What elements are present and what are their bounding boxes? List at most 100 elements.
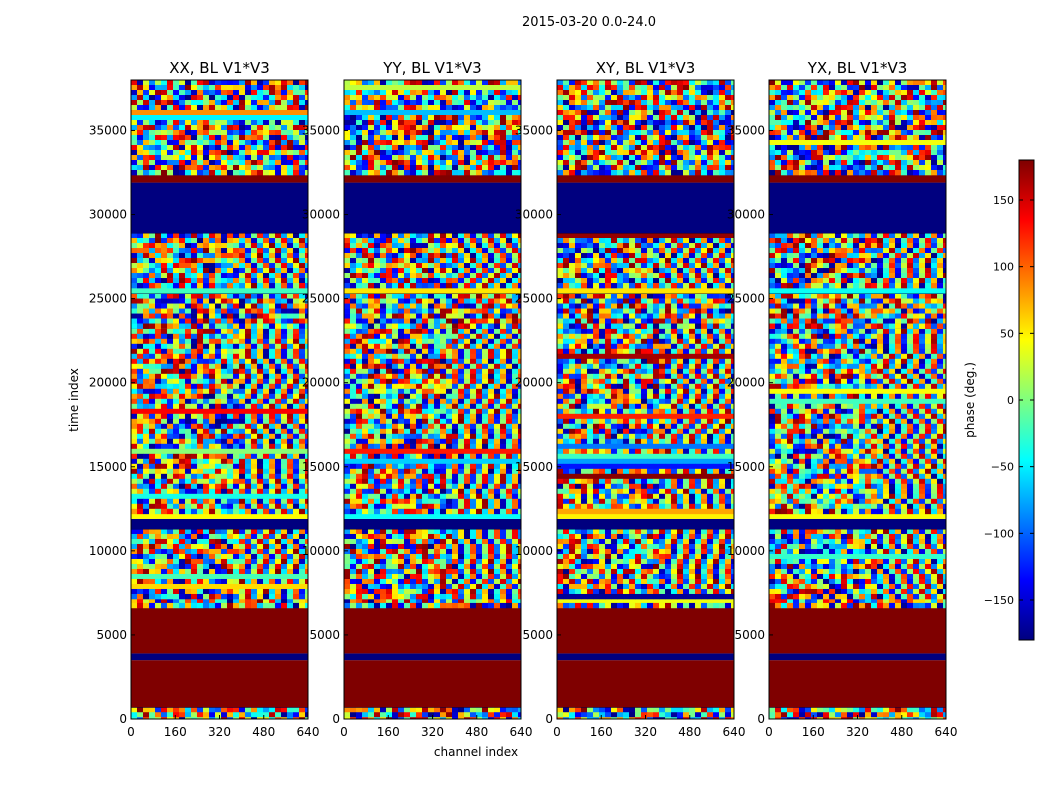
heatmap-cell <box>482 712 489 718</box>
heatmap-cell <box>374 493 381 500</box>
heatmap-cell <box>191 463 198 470</box>
heatmap-cell <box>137 343 144 350</box>
heatmap-cell <box>452 588 459 595</box>
heatmap-cell <box>239 453 246 460</box>
heatmap-cell <box>494 318 501 324</box>
heatmap-cell <box>512 578 519 585</box>
heatmap-cell <box>191 135 198 141</box>
heatmap-cell <box>404 438 411 445</box>
heatmap-cell <box>386 478 393 485</box>
heatmap-cell <box>221 443 228 450</box>
heatmap-cell <box>428 418 435 425</box>
heatmap-cell <box>464 408 471 415</box>
heatmap-cell <box>269 423 276 430</box>
heatmap-cell <box>293 558 300 565</box>
heatmap-cell <box>227 533 234 540</box>
heatmap-cell <box>161 588 168 595</box>
heatmap-cell <box>149 597 156 604</box>
heatmap-cell <box>392 553 399 560</box>
heatmap-cell <box>452 488 459 495</box>
heatmap-cell <box>221 268 228 274</box>
heatmap-cell <box>143 268 150 274</box>
heatmap-cell <box>269 318 276 324</box>
heatmap-cell <box>263 303 270 309</box>
heatmap-cell <box>434 488 441 495</box>
heatmap-cell <box>476 443 483 450</box>
heatmap-cell <box>386 343 393 350</box>
heatmap-cell <box>203 383 210 390</box>
heatmap-cell <box>416 238 423 244</box>
heatmap-cell <box>263 563 270 570</box>
heatmap-cell <box>305 602 308 609</box>
heatmap-cell <box>512 528 519 535</box>
heatmap-cell <box>512 423 519 430</box>
heatmap-cell <box>275 553 282 560</box>
heatmap-cell <box>263 145 270 151</box>
heatmap-cell <box>221 528 228 535</box>
heatmap-cell <box>422 478 429 485</box>
heatmap-cell <box>344 448 351 455</box>
heatmap-cell <box>299 145 306 151</box>
heatmap-cell <box>470 258 477 264</box>
heatmap-cell <box>149 443 156 450</box>
heatmap-cell <box>392 717 399 719</box>
heatmap-cell <box>410 418 417 425</box>
heatmap-cell <box>344 543 351 550</box>
heatmap-cell <box>422 712 429 718</box>
heatmap-cell <box>197 170 204 176</box>
heatmap-cell <box>287 503 294 510</box>
heatmap-cell <box>446 548 453 555</box>
heatmap-cell <box>494 573 501 580</box>
heatmap-cell <box>191 313 198 319</box>
heatmap-cell <box>458 558 465 565</box>
heatmap-cell <box>518 308 521 314</box>
heatmap-cell <box>203 170 210 176</box>
heatmap-cell <box>488 538 495 545</box>
heatmap-cell <box>488 243 495 249</box>
heatmap-cell <box>131 508 138 515</box>
heatmap-cell <box>356 453 363 460</box>
heatmap-cell <box>500 343 507 350</box>
heatmap-cell <box>161 318 168 324</box>
heatmap-cell <box>482 358 489 365</box>
heatmap-cell <box>362 458 369 465</box>
heatmap-cell <box>137 478 144 485</box>
heatmap-cell <box>422 323 429 329</box>
heatmap-cell <box>143 433 150 440</box>
heatmap-cell <box>173 563 180 570</box>
heatmap-cell <box>494 448 501 455</box>
heatmap-cell <box>416 343 423 350</box>
heatmap-cell <box>173 503 180 510</box>
heatmap-cell <box>203 443 210 450</box>
heatmap-cell <box>161 90 168 96</box>
heatmap-cell <box>374 443 381 450</box>
heatmap-cell <box>281 478 288 485</box>
heatmap-cell <box>410 403 417 410</box>
heatmap-cell <box>185 593 192 600</box>
heatmap-cell <box>305 140 308 146</box>
heatmap-cell <box>197 707 204 713</box>
heatmap-cell <box>488 363 495 370</box>
heatmap-cell <box>275 493 282 500</box>
heatmap-cell <box>386 563 393 570</box>
heatmap-cell <box>149 543 156 550</box>
heatmap-cell <box>287 528 294 535</box>
heatmap-cell <box>275 293 282 299</box>
heatmap-cell <box>440 428 447 435</box>
heatmap-cell <box>161 538 168 545</box>
heatmap-cell <box>416 253 423 259</box>
heatmap-cell <box>215 80 222 86</box>
heatmap-cell <box>143 125 150 131</box>
heatmap-cell <box>344 368 351 375</box>
heatmap-cell <box>251 448 258 455</box>
heatmap-cell <box>422 368 429 375</box>
heatmap-cell <box>131 408 138 415</box>
heatmap-cell <box>476 298 483 304</box>
heatmap-cell <box>287 428 294 435</box>
heatmap-cell <box>440 478 447 485</box>
heatmap-cell <box>368 353 375 360</box>
heatmap-cell <box>221 602 228 609</box>
heatmap-cell <box>458 453 465 460</box>
heatmap-cell <box>446 348 453 355</box>
heatmap-cell <box>458 712 465 718</box>
